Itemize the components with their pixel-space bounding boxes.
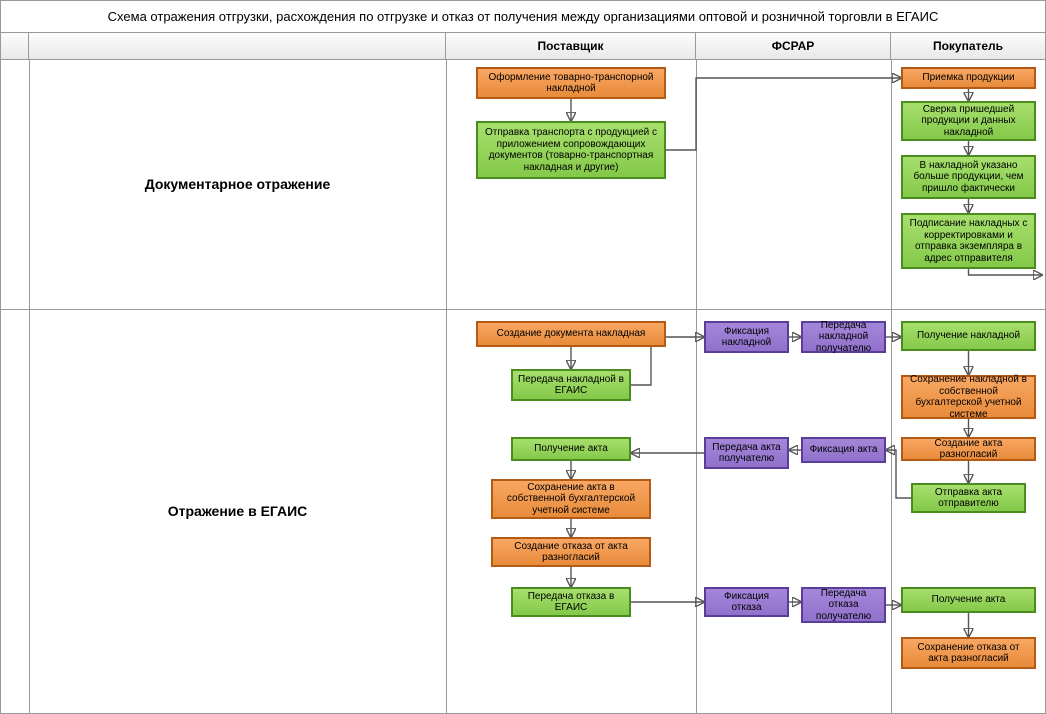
flow-node-eb5: Получение акта [901,587,1036,613]
flow-node-ef1: Фиксация накладной [704,321,789,353]
diagram-container: Схема отражения отгрузки, расхождения по… [0,0,1046,714]
header-buyer: Покупатель [891,33,1045,59]
flow-node-b4: Подписание накладных с корректировками и… [901,213,1036,269]
flow-node-ef2: Передача накладной получателю [801,321,886,353]
flow-node-s2: Отправка транспорта с продукцией с прило… [476,121,666,179]
header-spacer-2 [29,33,446,59]
flow-node-s1: Оформление товарно-транспорной накладной [476,67,666,99]
column-headers: Поставщик ФСРАР Покупатель [1,33,1045,60]
flow-node-es4: Сохранение акта в собственной бухгалтерс… [491,479,651,519]
diagram-body: Документарное отражение Отражение в ЕГАИ… [1,59,1045,713]
header-spacer-1 [1,33,29,59]
grid-vline [446,59,447,713]
flow-node-es5: Создание отказа от акта разногласий [491,537,651,567]
flow-node-eb1: Получение накладной [901,321,1036,351]
flow-node-eb6: Сохранение отказа от акта разногласий [901,637,1036,669]
flow-node-b3: В накладной указано больше продукции, че… [901,155,1036,199]
flow-node-eb3: Создание акта разногласий [901,437,1036,461]
flow-node-es1: Создание документа накладная [476,321,666,347]
header-fsrar: ФСРАР [696,33,891,59]
flow-node-ef5: Фиксация отказа [704,587,789,617]
grid-vline [696,59,697,713]
flow-node-eb2: Сохранение накладной в собственной бухга… [901,375,1036,419]
flow-node-eb4: Отправка акта отправителю [911,483,1026,513]
grid-vline [891,59,892,713]
header-supplier: Поставщик [446,33,696,59]
flow-node-es2: Передача накладной в ЕГАИС [511,369,631,401]
row-label-doc: Документарное отражение [29,59,446,309]
flow-node-b2: Сверка пришедшей продукции и данных накл… [901,101,1036,141]
flow-node-es3: Получение акта [511,437,631,461]
flow-node-ef3: Фиксация акта [801,437,886,463]
flow-node-b1: Приемка продукции [901,67,1036,89]
flow-node-ef4: Передача акта получателю [704,437,789,469]
row-label-egais: Отражение в ЕГАИС [29,309,446,713]
diagram-title: Схема отражения отгрузки, расхождения по… [1,1,1045,33]
flow-node-ef6: Передача отказа получателю [801,587,886,623]
flow-node-es6: Передача отказа в ЕГАИС [511,587,631,617]
